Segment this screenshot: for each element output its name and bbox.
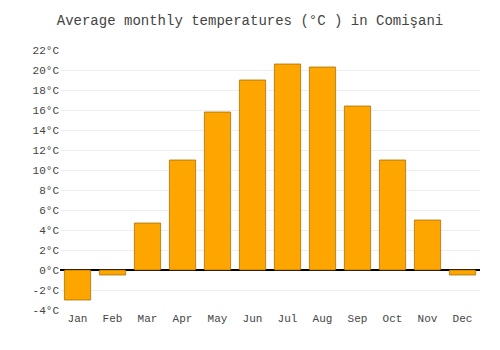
svg-text:Aug: Aug [313, 313, 333, 325]
svg-text:Jul: Jul [278, 313, 298, 325]
svg-text:6°C: 6°C [39, 205, 59, 217]
svg-text:16°C: 16°C [33, 105, 60, 117]
svg-text:Jan: Jan [68, 313, 88, 325]
svg-text:10°C: 10°C [33, 165, 60, 177]
svg-text:0°C: 0°C [39, 265, 59, 277]
svg-text:20°C: 20°C [33, 65, 60, 77]
svg-text:8°C: 8°C [39, 185, 59, 197]
svg-text:22°C: 22°C [33, 45, 60, 57]
svg-text:Dec: Dec [453, 313, 473, 325]
svg-text:Average monthly temperatures (: Average monthly temperatures (°C ) in Co… [57, 13, 443, 29]
svg-text:Sep: Sep [348, 313, 368, 325]
svg-text:Jun: Jun [243, 313, 263, 325]
svg-text:14°C: 14°C [33, 125, 60, 137]
svg-text:4°C: 4°C [39, 225, 59, 237]
svg-text:Nov: Nov [418, 313, 438, 325]
svg-text:Mar: Mar [138, 313, 158, 325]
svg-text:12°C: 12°C [33, 145, 60, 157]
svg-text:18°C: 18°C [33, 85, 60, 97]
svg-text:-4°C: -4°C [33, 305, 60, 317]
svg-text:May: May [208, 313, 228, 325]
svg-text:2°C: 2°C [39, 245, 59, 257]
svg-text:-2°C: -2°C [33, 285, 60, 297]
svg-text:Apr: Apr [173, 313, 193, 325]
svg-text:Oct: Oct [383, 313, 403, 325]
svg-text:Feb: Feb [103, 313, 123, 325]
